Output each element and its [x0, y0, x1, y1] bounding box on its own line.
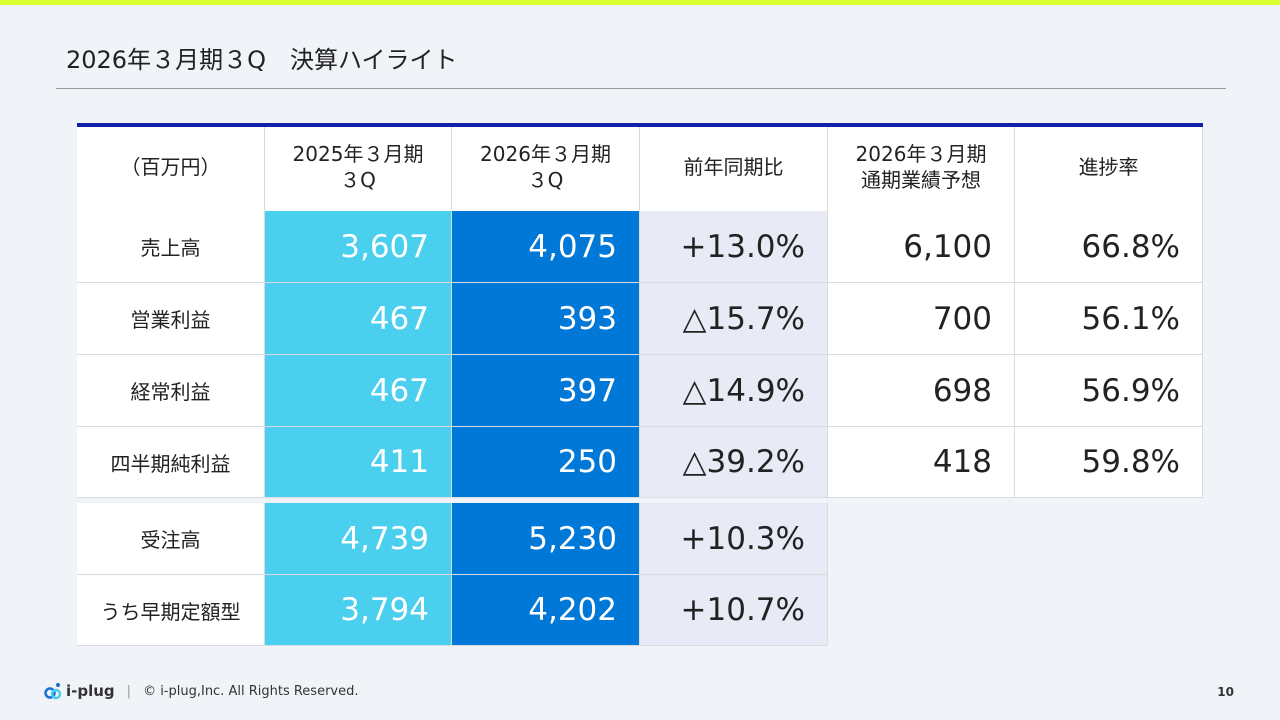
table-cell-progress-text: 56.9% — [1081, 372, 1180, 409]
table-cell-prev: 3,794 — [265, 575, 452, 646]
table-cell-yoy-text: △15.7% — [682, 300, 805, 337]
row-label: 四半期純利益 — [77, 427, 265, 498]
table-cell-prev-text: 411 — [369, 444, 429, 480]
page-title: 2026年３月期３Q 決算ハイライト — [66, 46, 458, 74]
table-cell-curr: 5,230 — [452, 503, 640, 575]
footer: i-plug | © i-plug,Inc. All Rights Reserv… — [44, 682, 359, 700]
table-top-border — [77, 123, 1203, 127]
table-cell-forecast: 700 — [828, 283, 1015, 355]
row-label: 売上高 — [77, 211, 265, 283]
logo-text: i-plug — [66, 682, 115, 700]
table-cell-yoy: △14.9% — [640, 355, 828, 427]
table-cell-yoy-text: +10.7% — [680, 592, 805, 628]
table-cell-progress: 59.8% — [1015, 427, 1203, 498]
table-cell-forecast: 418 — [828, 427, 1015, 498]
table-cell-curr-text: 4,202 — [528, 592, 617, 628]
table-cell-prev: 467 — [265, 355, 452, 427]
table-cell-curr: 4,202 — [452, 575, 640, 646]
table-cell-curr-text: 250 — [557, 444, 617, 480]
table-cell-forecast-text: 6,100 — [903, 228, 992, 265]
column-header: 2025年３月期 ３Q — [265, 123, 452, 212]
row-label: 受注高 — [77, 503, 265, 575]
table-cell-prev-text: 4,739 — [340, 520, 429, 557]
table-cell-progress: 56.1% — [1015, 283, 1203, 355]
row-label-text: 四半期純利益 — [110, 451, 231, 476]
row-label-text: 経常利益 — [130, 380, 211, 404]
table-cell-yoy: +10.3% — [640, 503, 828, 575]
table-cell-yoy: +13.0% — [640, 211, 828, 283]
table-cell-prev: 467 — [265, 283, 452, 355]
column-header: （百万円） — [77, 123, 265, 212]
table-cell-curr-text: 5,230 — [528, 520, 617, 557]
table-cell-progress-text: 56.1% — [1081, 300, 1180, 337]
column-header: 進捗率 — [1015, 123, 1203, 212]
table-cell-forecast-text: 418 — [932, 444, 992, 480]
table-cell-forecast: 6,100 — [828, 211, 1015, 283]
table-cell-progress-text: 66.8% — [1081, 228, 1180, 265]
table-cell-curr-text: 397 — [557, 372, 617, 409]
logo-icon — [44, 683, 62, 700]
table-cell-curr: 393 — [452, 283, 640, 355]
row-label-text: 受注高 — [140, 528, 201, 552]
table-cell-progress: 56.9% — [1015, 355, 1203, 427]
column-header-text: 前年同期比 — [683, 155, 784, 179]
table-cell-prev-text: 467 — [369, 300, 429, 337]
column-header: 2026年３月期 通期業績予想 — [828, 123, 1015, 212]
row-label-text: うち早期定額型 — [100, 599, 241, 624]
footer-separator: | — [126, 683, 132, 699]
table-cell-progress-text: 59.8% — [1081, 444, 1180, 480]
row-label-text: 売上高 — [140, 236, 201, 260]
table-cell-curr: 250 — [452, 427, 640, 498]
table-cell-curr: 4,075 — [452, 211, 640, 283]
column-header-text: 2026年３月期 通期業績予想 — [855, 142, 987, 192]
table-cell-yoy-text: △39.2% — [682, 444, 805, 480]
table-cell-prev-text: 3,607 — [340, 228, 429, 265]
table-cell-prev-text: 467 — [369, 372, 429, 409]
table-cell-forecast-text: 698 — [932, 372, 992, 409]
row-label: うち早期定額型 — [77, 575, 265, 646]
table-cell-yoy: +10.7% — [640, 575, 828, 646]
column-header-text: （百万円） — [120, 155, 221, 179]
table-cell-curr-text: 4,075 — [528, 228, 617, 265]
column-header: 2026年３月期 ３Q — [452, 123, 640, 212]
column-header-text: 進捗率 — [1078, 155, 1139, 179]
row-label-text: 営業利益 — [130, 308, 211, 332]
column-header-text: 2026年３月期 ３Q — [480, 142, 611, 192]
table-cell-curr: 397 — [452, 355, 640, 427]
row-label: 経常利益 — [77, 355, 265, 427]
table-cell-yoy-text: +10.3% — [680, 520, 805, 557]
column-header: 前年同期比 — [640, 123, 828, 212]
column-header-text: 2025年３月期 ３Q — [292, 142, 424, 192]
table-cell-prev: 4,739 — [265, 503, 452, 575]
table-cell-yoy-text: +13.0% — [680, 228, 805, 265]
table-cell-yoy: △15.7% — [640, 283, 828, 355]
table-cell-yoy-text: △14.9% — [682, 372, 805, 409]
title-divider — [56, 88, 1226, 89]
table-cell-prev: 411 — [265, 427, 452, 498]
company-logo: i-plug — [44, 682, 115, 700]
page-number: 10 — [1217, 685, 1234, 699]
table-cell-curr-text: 393 — [557, 300, 617, 337]
table-cell-prev: 3,607 — [265, 211, 452, 283]
table-cell-forecast: 698 — [828, 355, 1015, 427]
table-cell-yoy: △39.2% — [640, 427, 828, 498]
table-cell-prev-text: 3,794 — [340, 592, 429, 628]
table-cell-progress: 66.8% — [1015, 211, 1203, 283]
top-accent-bar — [0, 0, 1280, 5]
copyright: © i-plug,Inc. All Rights Reserved. — [143, 683, 359, 699]
table-cell-forecast-text: 700 — [932, 300, 992, 337]
row-label: 営業利益 — [77, 283, 265, 355]
